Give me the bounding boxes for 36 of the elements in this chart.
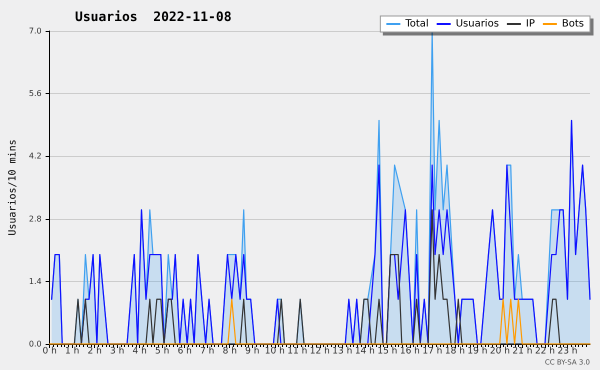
x-tick-label: 9 h (245, 346, 260, 356)
y-tick-label: 0.0 (28, 340, 42, 348)
x-tick-label: 5 h (155, 346, 170, 356)
chart-title: Usuarios 2022-11-08 (75, 10, 232, 25)
x-tick-label: 1 h (64, 346, 80, 356)
y-tick-label: 1.4 (28, 276, 42, 286)
x-tick-label: 14 h (354, 346, 375, 356)
x-tick-label: 20 h (490, 346, 510, 356)
x-tick-label: 13 h (332, 346, 352, 356)
y-axis-title: Usuarios/10 mins (8, 139, 18, 236)
y-tick-label: 4.2 (28, 152, 42, 161)
y-tick-label: 2.8 (28, 214, 42, 224)
x-tick-label: 4 h (132, 346, 147, 356)
x-tick-label: 10 h (264, 346, 285, 356)
x-tick-label: 19 h (467, 346, 488, 356)
x-tick-label: 16 h (400, 346, 420, 356)
x-tick-label: 23 h (557, 346, 578, 356)
x-tick-label: 15 h (377, 346, 398, 356)
x-tick-label: 12 h (310, 346, 330, 356)
y-tick-label: 5.6 (28, 89, 42, 98)
legend-label: Total (404, 18, 429, 30)
legend-label: IP (526, 18, 535, 30)
legend-label: Usuarios (456, 18, 499, 30)
x-tick-label: 7 h (200, 346, 214, 356)
x-tick-label: 8 h (222, 346, 237, 356)
x-tick-label: 0 h (42, 346, 57, 356)
legend-label: Bots (562, 18, 584, 30)
x-tick-label: 18 h (444, 346, 465, 356)
x-tick-label: 6 h (178, 346, 192, 356)
y-tick-label: 7.0 (28, 26, 42, 36)
x-tick-label: 3 h (110, 346, 124, 356)
x-tick-label: 22 h (534, 346, 555, 356)
x-tick-label: 17 h (422, 346, 442, 356)
x-tick-label: 21 h (512, 346, 532, 356)
x-tick-label: 11 h (287, 346, 308, 356)
x-tick-label: 2 h (88, 346, 102, 356)
